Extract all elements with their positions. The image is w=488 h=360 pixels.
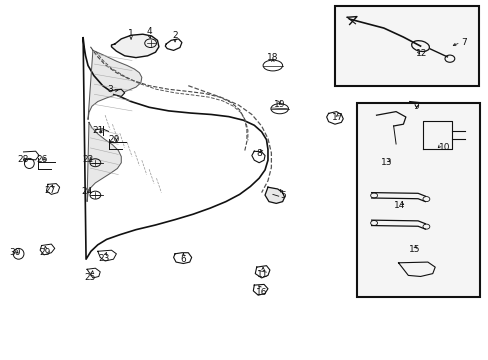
Text: 15: 15 [408,245,420,253]
Text: 29: 29 [39,248,51,257]
Text: 21: 21 [92,126,103,135]
Text: 27: 27 [44,186,56,195]
Text: 13: 13 [380,158,391,167]
Text: 7: 7 [461,38,467,47]
Text: 4: 4 [146,27,152,36]
Text: 18: 18 [266,53,278,62]
Text: 22: 22 [82,154,94,163]
Text: 20: 20 [108,135,120,144]
Text: 17: 17 [331,113,343,122]
Text: 28: 28 [18,154,29,163]
Text: 30: 30 [9,248,20,257]
Text: 16: 16 [255,288,267,297]
Bar [334,6,478,86]
Text: 11: 11 [257,270,268,279]
Polygon shape [87,122,121,202]
Polygon shape [264,187,284,203]
Text: 12: 12 [415,49,427,58]
Text: 8: 8 [256,149,262,158]
Polygon shape [110,89,124,96]
Text: 5: 5 [280,191,286,200]
Text: 3: 3 [107,85,113,94]
Bar [356,103,479,297]
Text: 19: 19 [273,100,285,109]
Text: 14: 14 [393,202,405,210]
Text: 24: 24 [81,187,93,196]
Polygon shape [88,50,142,120]
Text: 10: 10 [438,143,450,152]
Text: 2: 2 [172,31,178,40]
Text: 23: 23 [98,254,109,263]
Text: 9: 9 [413,102,419,112]
Text: 1: 1 [128,29,134,37]
Text: 6: 6 [180,256,186,264]
Text: 25: 25 [84,273,96,282]
Text: 26: 26 [36,154,48,163]
Polygon shape [111,34,159,58]
